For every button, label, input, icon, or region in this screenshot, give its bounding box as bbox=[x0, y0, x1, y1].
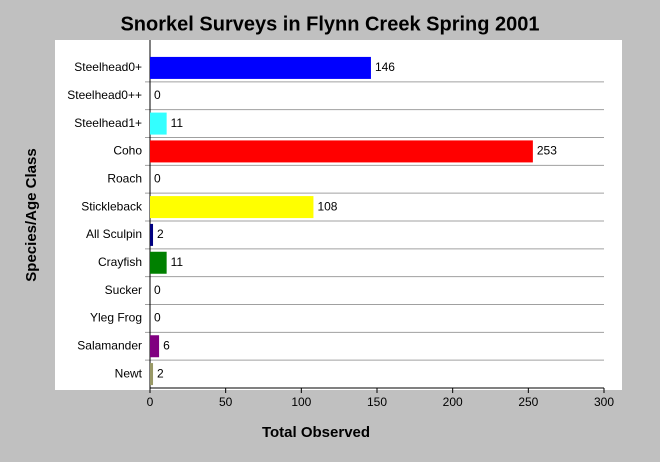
y-axis-label: Species/Age Class bbox=[23, 148, 40, 281]
value-label: 253 bbox=[537, 144, 557, 158]
y-tick-label: Sucker bbox=[105, 283, 142, 297]
value-label: 11 bbox=[171, 255, 184, 269]
x-tick-label: 300 bbox=[594, 395, 614, 409]
value-label: 0 bbox=[154, 311, 161, 325]
x-tick-label: 250 bbox=[518, 395, 538, 409]
y-tick-label: Salamander bbox=[77, 338, 142, 352]
bar bbox=[150, 140, 533, 163]
chart-title: Snorkel Surveys in Flynn Creek Spring 20… bbox=[120, 13, 539, 35]
bar bbox=[150, 363, 154, 386]
bar bbox=[150, 251, 167, 274]
value-label: 146 bbox=[375, 60, 395, 74]
value-label: 2 bbox=[157, 227, 164, 241]
y-tick-label: Steelhead1+ bbox=[74, 116, 142, 130]
bar bbox=[150, 56, 371, 79]
y-tick-label: Steelhead0+ bbox=[74, 60, 142, 74]
value-label: 108 bbox=[317, 199, 337, 213]
x-tick-label: 150 bbox=[367, 395, 387, 409]
y-tick-label: Yleg Frog bbox=[90, 311, 142, 325]
x-axis-label: Total Observed bbox=[262, 424, 370, 441]
x-tick-label: 0 bbox=[147, 395, 154, 409]
y-tick-label: Stickleback bbox=[81, 199, 143, 213]
y-tick-label: All Sculpin bbox=[86, 227, 142, 241]
bar bbox=[150, 335, 160, 358]
bar bbox=[150, 223, 154, 246]
x-tick-label: 100 bbox=[291, 395, 311, 409]
y-tick-label: Roach bbox=[107, 171, 142, 185]
value-label: 6 bbox=[163, 338, 170, 352]
y-tick-label: Steelhead0++ bbox=[67, 88, 142, 102]
value-label: 0 bbox=[154, 171, 161, 185]
x-tick-label: 50 bbox=[219, 395, 233, 409]
value-label: 0 bbox=[154, 88, 161, 102]
y-tick-label: Coho bbox=[113, 144, 142, 158]
value-label: 11 bbox=[171, 116, 184, 130]
value-label: 2 bbox=[157, 366, 164, 380]
bar bbox=[150, 196, 314, 219]
bar bbox=[150, 112, 167, 135]
y-tick-label: Newt bbox=[115, 366, 143, 380]
value-label: 0 bbox=[154, 283, 161, 297]
y-tick-label: Crayfish bbox=[98, 255, 142, 269]
x-tick-label: 200 bbox=[443, 395, 463, 409]
